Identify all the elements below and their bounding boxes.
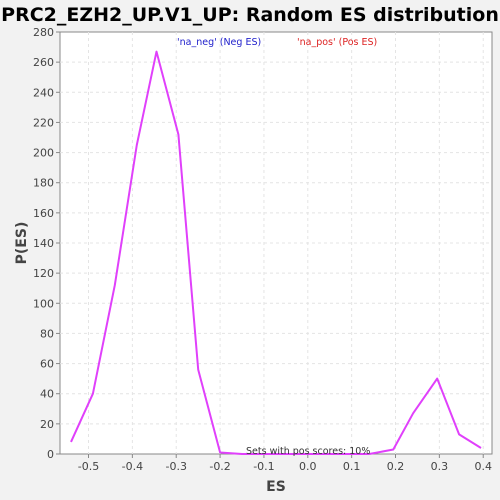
y-tick-label: 160: [33, 207, 54, 220]
chart-title: PRC2_EZH2_UP.V1_UP: Random ES distributi…: [1, 4, 499, 26]
y-tick-label: 20: [40, 418, 54, 431]
y-tick-label: 240: [33, 86, 54, 99]
legend-entry-neg: 'na_neg' (Neg ES): [177, 37, 261, 48]
x-tick-label: -0.1: [253, 460, 274, 473]
series-lines: [70, 50, 482, 455]
legend-entry-pos: 'na_pos' (Pos ES): [297, 37, 377, 48]
x-tick-label: -0.4: [122, 460, 143, 473]
y-tick-label: 0: [47, 448, 54, 461]
x-tick-label: -0.5: [78, 460, 99, 473]
grid-lines: [60, 32, 492, 454]
y-tick-label: 40: [40, 388, 54, 401]
x-tick-label: -0.2: [209, 460, 230, 473]
x-tick-label: 0.2: [387, 460, 405, 473]
x-tick-label: 0.4: [474, 460, 492, 473]
y-tick-label: 100: [33, 297, 54, 310]
y-axis-label: P(ES): [14, 222, 30, 265]
x-tick-label: 0.3: [431, 460, 449, 473]
y-tick-label: 260: [33, 56, 54, 69]
y-tick-label: 180: [33, 177, 54, 190]
x-tick-label: -0.3: [165, 460, 186, 473]
x-tick-label: 0.1: [343, 460, 361, 473]
y-tick-label: 140: [33, 237, 54, 250]
pos-scores-annotation: Sets with pos scores: 10%: [246, 446, 370, 457]
y-tick-label: 120: [33, 267, 54, 280]
axis-ticks: 0 20 40 60 80 100 120 140 160 180 200 220 240 260 280 -…: [33, 26, 492, 473]
y-tick-label: 60: [40, 358, 54, 371]
y-tick-label: 280: [33, 26, 54, 39]
series-line-1: [369, 377, 482, 455]
series-line-0: [70, 50, 370, 455]
x-tick-label: 0.0: [299, 460, 317, 473]
y-tick-label: 80: [40, 327, 54, 340]
y-tick-label: 220: [33, 116, 54, 129]
x-axis-label: ES: [266, 479, 286, 495]
y-tick-label: 200: [33, 147, 54, 160]
